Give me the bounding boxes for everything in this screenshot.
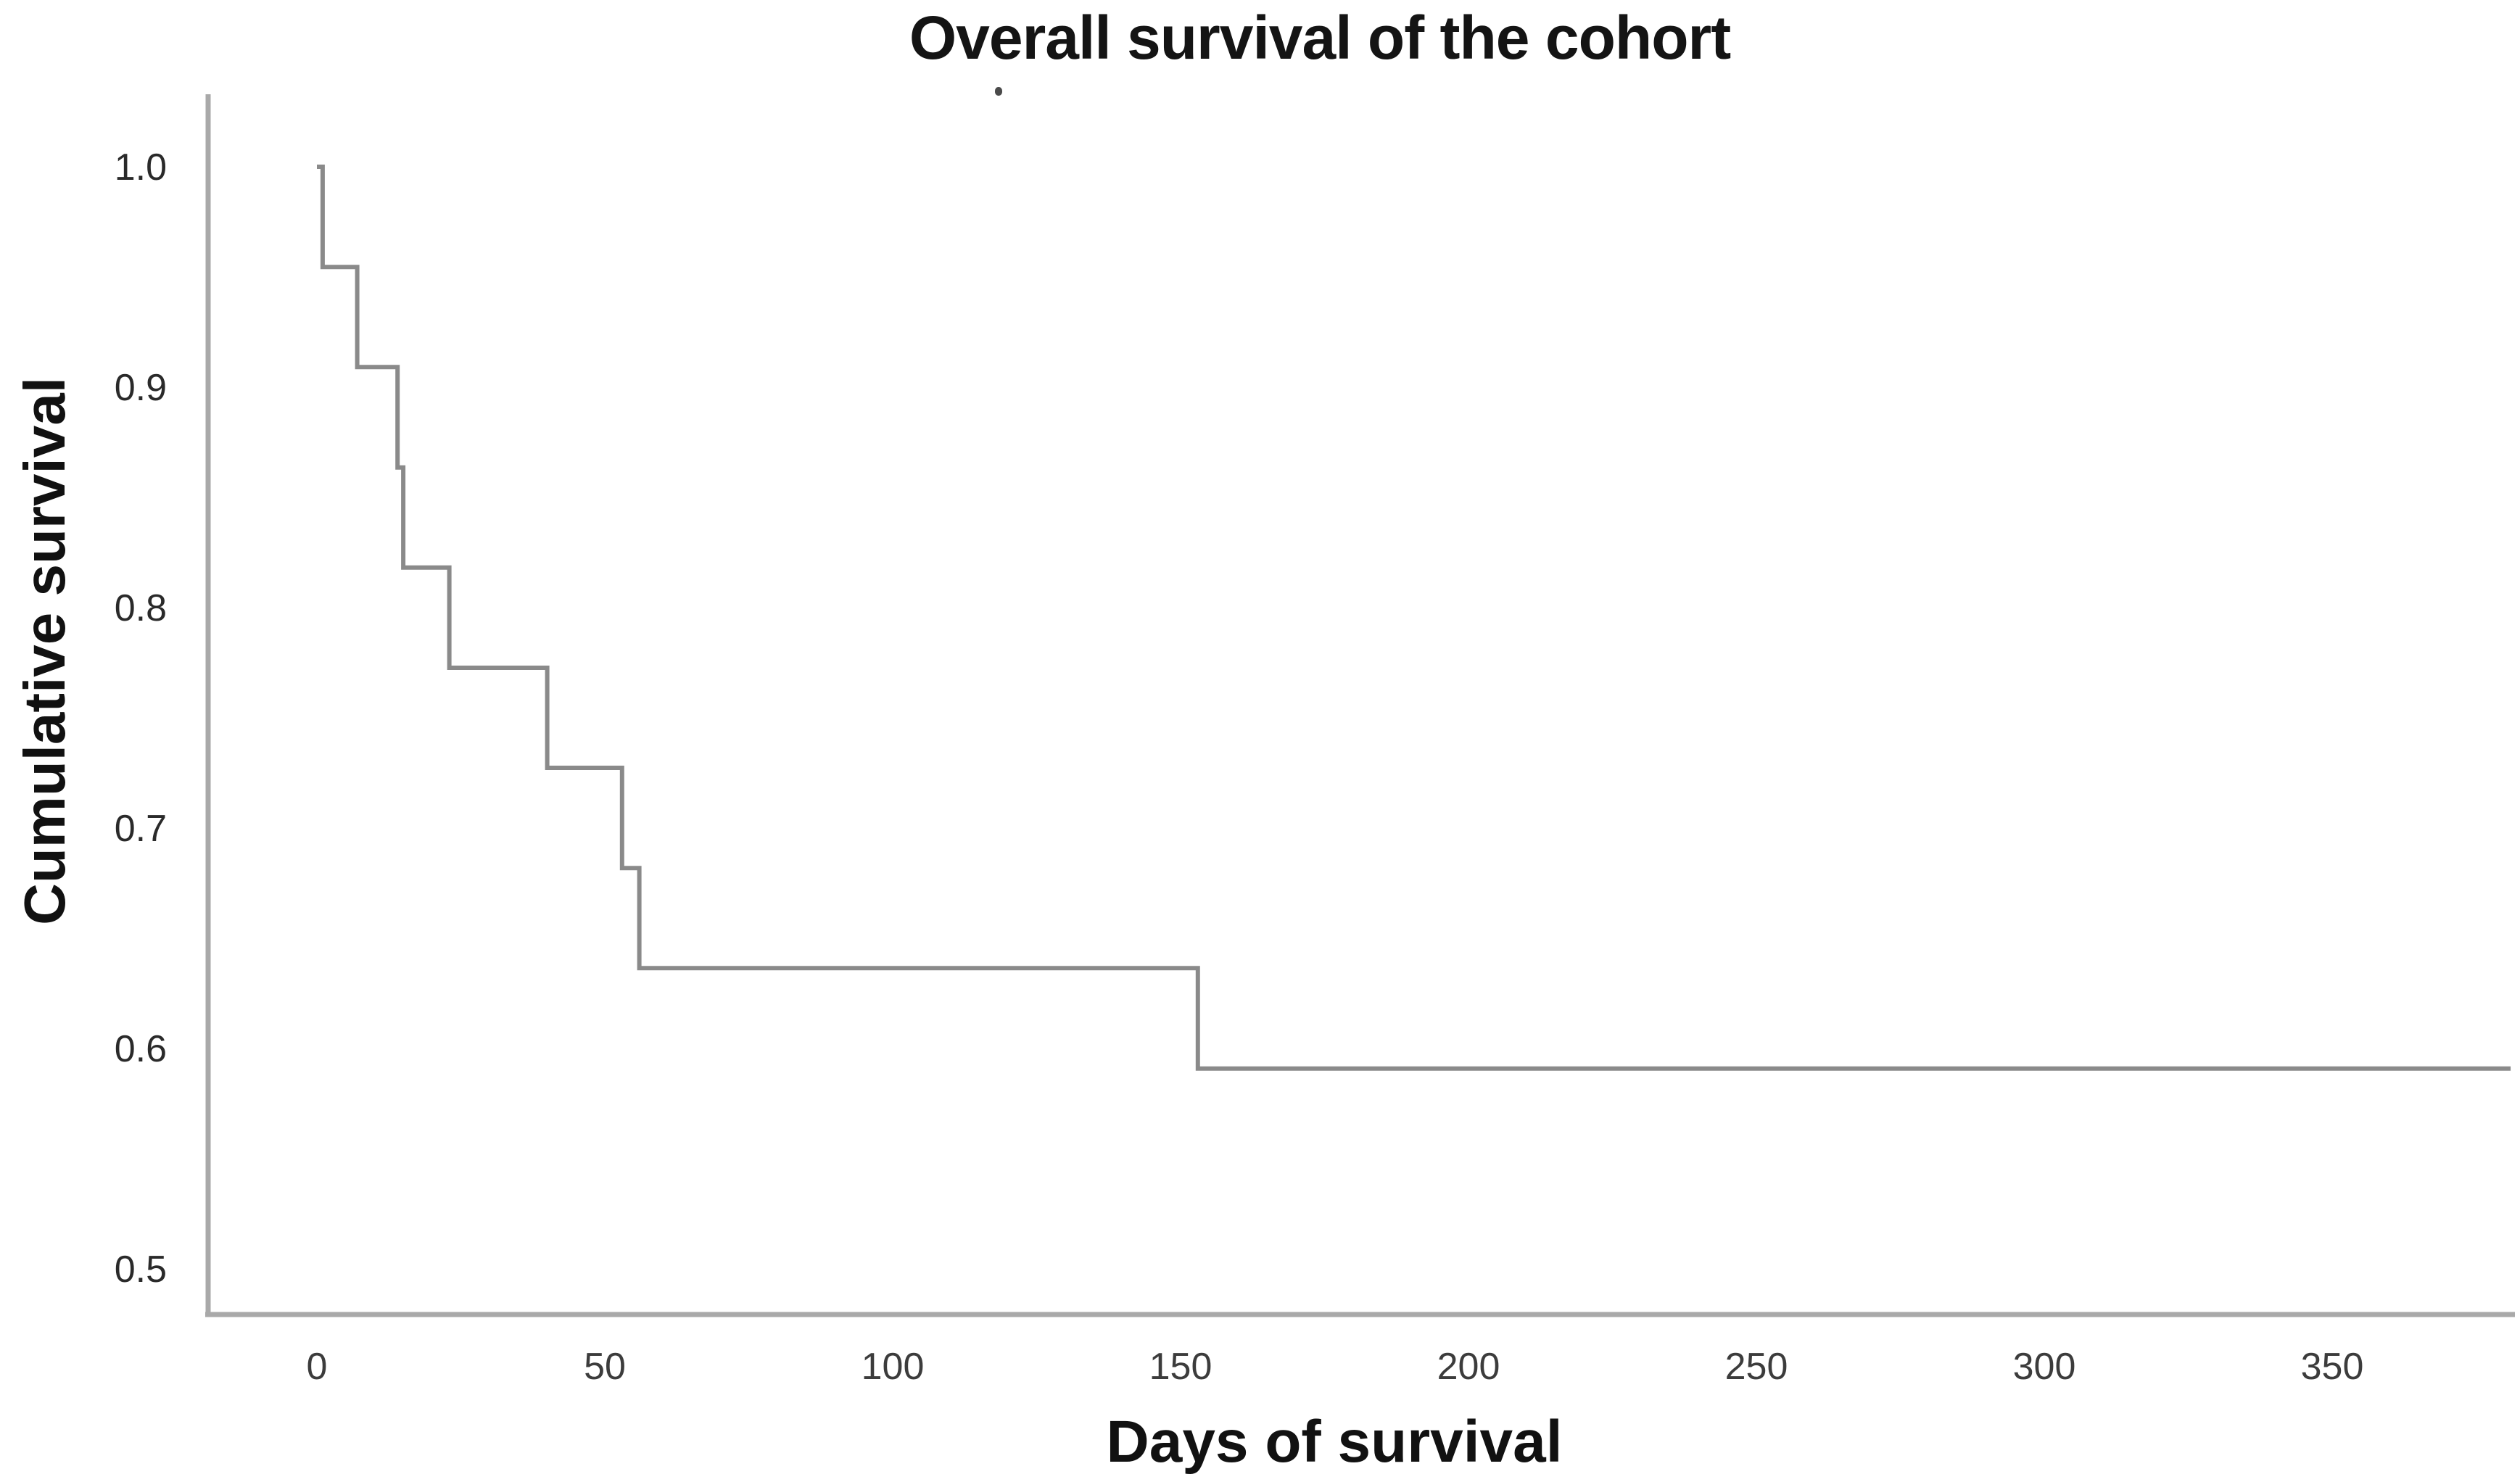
km-survival-curve: [317, 165, 2511, 1071]
chart-title: Overall survival of the cohort: [909, 4, 1731, 72]
y-tick-label: 0.7: [115, 808, 167, 850]
x-axis-ticks: 0 50 100 150 200 250 300 350: [307, 1346, 2364, 1388]
stray-dot-artifact: [995, 87, 1002, 96]
y-tick-label: 0.6: [115, 1028, 167, 1070]
x-tick-label: 50: [584, 1346, 626, 1388]
x-tick-label: 150: [1149, 1346, 1213, 1388]
y-tick-label: 1.0: [115, 146, 167, 189]
y-tick-label: 0.5: [115, 1249, 167, 1291]
y-tick-label: 0.9: [115, 367, 167, 409]
x-axis-title: Days of survival: [1106, 1409, 1563, 1475]
x-tick-label: 100: [862, 1346, 925, 1388]
x-tick-label: 0: [307, 1346, 328, 1388]
x-tick-label: 200: [1437, 1346, 1500, 1388]
x-tick-label: 300: [2013, 1346, 2076, 1388]
y-tick-label: 0.8: [115, 587, 167, 629]
x-tick-label: 350: [2301, 1346, 2364, 1388]
x-tick-label: 250: [1725, 1346, 1788, 1388]
y-axis-ticks: 1.0 0.9 0.8 0.7 0.6 0.5: [115, 146, 167, 1291]
